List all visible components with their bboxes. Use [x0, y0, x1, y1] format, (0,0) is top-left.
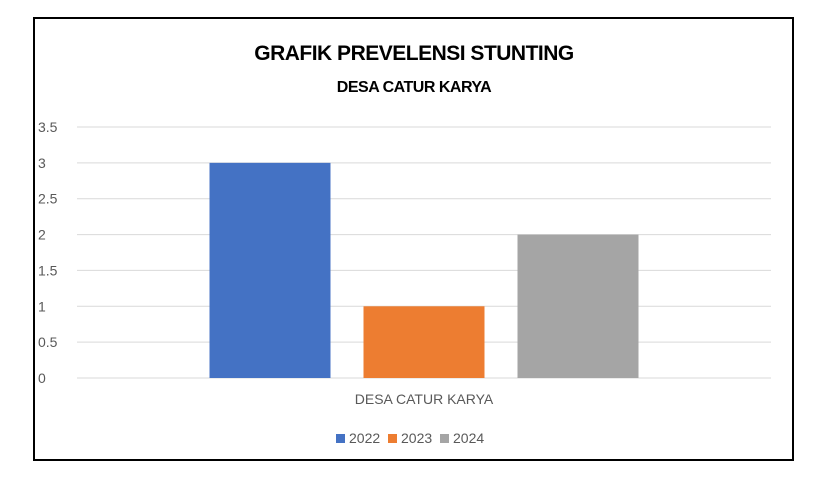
y-axis-ticks: 0 0.5 1 1.5 2 2.5 3 3.5 [38, 119, 58, 386]
bar-2024 [517, 234, 639, 378]
legend-label: 2023 [401, 430, 432, 446]
x-axis-categories: DESA CATUR KARYA [355, 391, 494, 407]
chart-frame: GRAFIK PREVELENSI STUNTING DESA CATUR KA… [33, 17, 794, 461]
bar-2022 [209, 162, 331, 378]
legend-label: 2022 [349, 430, 380, 446]
y-tick-label: 1.5 [38, 262, 58, 278]
y-tick-label: 0 [38, 370, 46, 386]
bar-2023 [363, 306, 485, 378]
y-tick-label: 2.5 [38, 191, 58, 207]
y-tick-label: 2 [38, 227, 46, 243]
legend-swatch-2024 [440, 434, 449, 443]
legend-swatch-2022 [336, 434, 345, 443]
chart-subtitle: DESA CATUR KARYA [337, 79, 492, 96]
y-tick-label: 3 [38, 155, 46, 171]
x-category-label: DESA CATUR KARYA [355, 391, 494, 407]
y-tick-label: 0.5 [38, 334, 58, 350]
legend: 2022 2023 2024 [336, 430, 484, 446]
bars [209, 162, 639, 378]
legend-swatch-2023 [388, 434, 397, 443]
legend-label: 2024 [453, 430, 484, 446]
bar-chart: GRAFIK PREVELENSI STUNTING DESA CATUR KA… [38, 42, 771, 446]
chart-title: GRAFIK PREVELENSI STUNTING [254, 42, 574, 65]
y-tick-label: 3.5 [38, 119, 58, 135]
y-tick-label: 1 [38, 298, 46, 314]
